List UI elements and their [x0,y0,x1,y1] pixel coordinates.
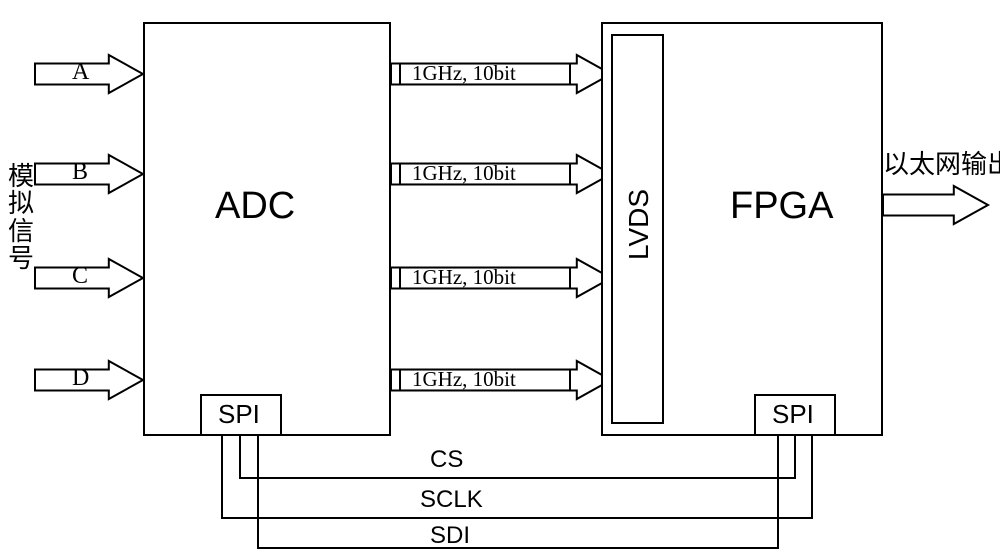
ctrl-cs [240,436,795,478]
ctrl-sdi [258,436,778,548]
data-link-1-label: 1GHz, 10bit [412,161,516,186]
data-link-0-label: 1GHz, 10bit [412,61,516,86]
fpga-label: FPGA [730,185,833,228]
ctrl-cs-label: CS [430,446,463,474]
input-C-icon [35,259,143,297]
input-B-icon [35,155,143,193]
input-B-label: B [72,159,88,186]
spi_r-label: SPI [772,399,814,430]
ctrl-sclk-label: SCLK [420,486,483,514]
ctrl-sdi-label: SDI [430,522,470,550]
input-A-label: A [72,59,89,86]
eth-out-icon [883,186,988,224]
adc-block [143,22,391,436]
lvds-label: LVDS [623,189,655,260]
data-link-2-label: 1GHz, 10bit [412,265,516,290]
spi_l-label: SPI [218,399,260,430]
eth-out-label: 以太网输出 [883,144,1000,181]
analog-signal-caption: 模拟信号 [8,163,36,272]
data-link-3-label: 1GHz, 10bit [412,367,516,392]
adc-label: ADC [215,185,295,228]
input-D-label: D [72,365,89,392]
input-C-label: C [72,263,88,290]
